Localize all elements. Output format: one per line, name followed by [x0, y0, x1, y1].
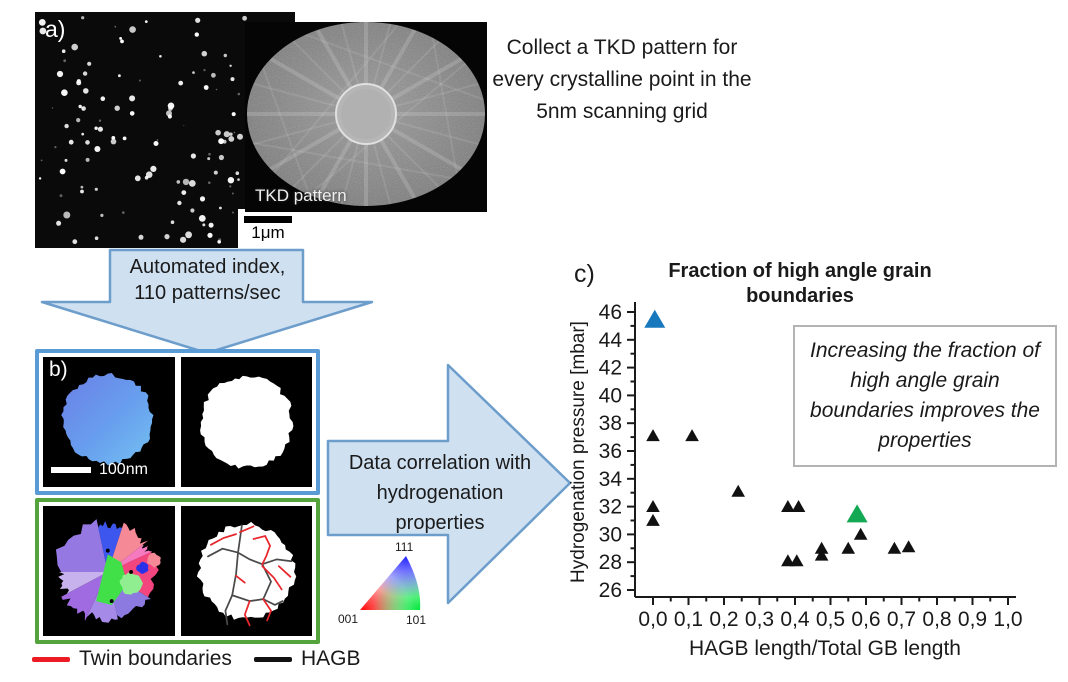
- svg-text:0,0: 0,0: [638, 608, 667, 631]
- ipf-label-111: 111: [395, 540, 414, 554]
- hagb-label: HAGB: [300, 647, 361, 670]
- scale-bar-1um: 1μm: [238, 209, 298, 248]
- down-arrow: [40, 248, 374, 355]
- right-arrow-text: Data correlation with hydrogenation prop…: [333, 448, 547, 538]
- panel-a-label: a): [45, 16, 66, 42]
- scale-bar-line: [244, 216, 292, 223]
- ipf-label-101: 101: [406, 613, 427, 627]
- svg-text:0,6: 0,6: [851, 608, 880, 631]
- ipf-label-001: 001: [338, 612, 359, 626]
- panel-b-grain-boundary-maps: [35, 498, 320, 644]
- panel-c-label: c): [574, 260, 595, 288]
- svg-text:0,3: 0,3: [745, 608, 774, 631]
- svg-text:0,4: 0,4: [780, 608, 810, 631]
- down-arrow-line2: 110 patterns/sec: [134, 282, 281, 304]
- svg-text:36: 36: [599, 440, 622, 463]
- chart-title: Fraction of high angle grain boundaries: [668, 260, 932, 307]
- svg-text:30: 30: [599, 523, 622, 546]
- right-arrow-line3: properties: [395, 512, 485, 534]
- grain-map-cell: [43, 506, 175, 636]
- particle-mask-image: [199, 375, 293, 469]
- scatter-plot: 26 28 30 32 34 36 38 40 42 44 46 0,0 0,1 0,2 0,3 0,4 0,5…: [599, 301, 1023, 631]
- svg-text:40: 40: [599, 384, 622, 407]
- svg-text:0,2: 0,2: [709, 608, 738, 631]
- boundary-legend: Twin boundaries HAGB: [32, 644, 392, 674]
- scatter-chart-panel-c: c) Fraction of high angle grain boundari…: [560, 255, 1068, 675]
- panel-b-label: b): [49, 358, 68, 381]
- hagb-swatch: [253, 656, 292, 662]
- svg-text:28: 28: [599, 551, 622, 574]
- svg-text:0,8: 0,8: [922, 608, 951, 631]
- scale-bar-line: [51, 467, 91, 473]
- twin-boundary-swatch: [32, 656, 70, 662]
- boundary-map-cell: [180, 506, 312, 636]
- svg-text:26: 26: [599, 579, 622, 602]
- chart-annotation-box: Increasing the fraction of high angle gr…: [793, 325, 1057, 467]
- orientation-map-grain: [61, 373, 154, 466]
- right-arrow-line2: hydrogenation: [376, 482, 504, 504]
- svg-text:0,5: 0,5: [816, 608, 845, 631]
- svg-text:38: 38: [599, 412, 622, 435]
- svg-text:0,9: 0,9: [958, 608, 987, 631]
- svg-text:1,0: 1,0: [993, 608, 1022, 631]
- twin-boundary-label: Twin boundaries: [79, 647, 232, 670]
- svg-text:32: 32: [599, 496, 622, 519]
- mask-map-cell: [180, 357, 312, 487]
- svg-text:0,7: 0,7: [887, 608, 916, 631]
- collect-pattern-description: Collect a TKD pattern for every crystall…: [492, 36, 752, 123]
- svg-text:34: 34: [599, 468, 623, 491]
- svg-text:0,1: 0,1: [674, 608, 703, 631]
- tkd-pattern-image: [245, 22, 487, 212]
- svg-text:44: 44: [599, 329, 623, 352]
- scale-bar-text: 100nm: [99, 461, 148, 478]
- down-arrow-line1: Automated index,: [129, 256, 286, 278]
- down-arrow-text: Automated index, 110 patterns/sec: [110, 254, 305, 306]
- svg-text:46: 46: [599, 301, 622, 324]
- scale-bar-100nm: 100nm: [51, 461, 148, 479]
- chart-x-axis-label: HAGB length/Total GB length: [689, 637, 961, 660]
- ipf-color-key: 111 001 101: [332, 540, 437, 630]
- svg-text:42: 42: [599, 357, 622, 380]
- tkd-pattern-label: TKD pattern: [255, 186, 347, 205]
- orientation-map-cell: b) 100nm: [43, 357, 175, 487]
- panel-b-orientation-maps: b) 100nm: [35, 349, 320, 495]
- scale-bar-text: 1μm: [251, 223, 285, 242]
- right-arrow: [326, 363, 572, 605]
- tkd-pattern-inset: TKD pattern: [245, 22, 487, 212]
- grain-orientation-map: [55, 519, 161, 623]
- grain-boundary-map: [196, 521, 296, 627]
- right-arrow-line1: Data correlation with: [348, 452, 532, 474]
- ipf-triangle: [360, 556, 421, 610]
